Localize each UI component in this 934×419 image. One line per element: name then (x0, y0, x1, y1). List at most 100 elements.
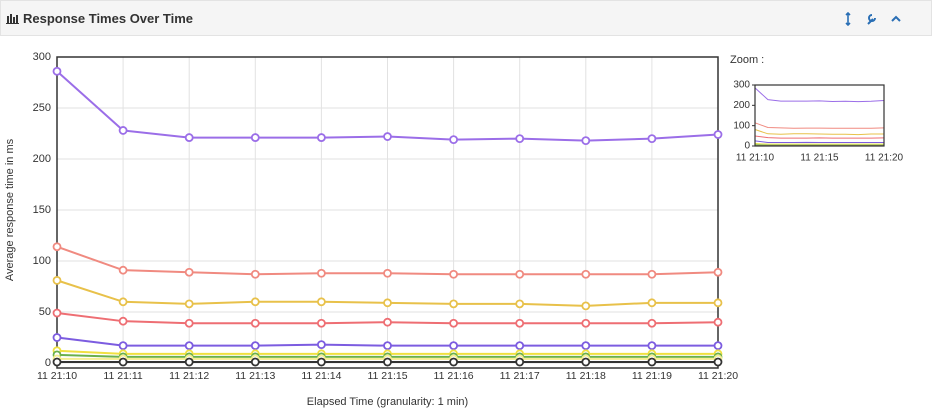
data-point (581, 269, 591, 279)
data-point (250, 269, 260, 279)
data-point (647, 341, 657, 351)
zoom-line (754, 87, 885, 103)
data-point (118, 297, 128, 307)
data-point (449, 341, 459, 351)
data-point (316, 340, 326, 350)
data-point (647, 318, 657, 328)
x-tick-label: 11 21:18 (566, 370, 606, 382)
data-point (647, 298, 657, 308)
data-point (316, 268, 326, 278)
data-point (713, 357, 723, 367)
zoom-title: Zoom : (730, 54, 764, 66)
y-tick-label: 0 (744, 141, 750, 152)
y-tick-label: 150 (33, 204, 51, 216)
y-tick-label: 250 (33, 102, 51, 114)
zoom-line (754, 129, 884, 136)
data-point (647, 357, 657, 367)
data-point (316, 318, 326, 328)
data-point (515, 341, 525, 351)
data-point (515, 318, 525, 328)
zoom-line (754, 135, 885, 139)
data-point (449, 299, 459, 309)
y-tick-label: 300 (733, 80, 750, 91)
x-tick-label: 11 21:11 (103, 370, 142, 382)
data-point (316, 297, 326, 307)
data-point (383, 268, 392, 278)
data-point (581, 301, 591, 311)
x-tick-label: 11 21:20 (698, 370, 738, 382)
plot-frame (56, 56, 719, 369)
y-tick-label: 200 (733, 100, 750, 111)
x-axis-label: Elapsed Time (granularity: 1 min) (307, 396, 468, 408)
data-point (647, 269, 657, 279)
x-tick-label: 11 21:12 (169, 370, 209, 382)
data-point (515, 269, 525, 279)
data-point (52, 242, 62, 252)
data-point (184, 299, 194, 309)
data-point (184, 357, 194, 367)
x-tick-label: 11 21:15 (367, 370, 407, 382)
data-point (250, 357, 260, 367)
data-point (581, 136, 591, 146)
data-point (383, 132, 392, 141)
data-point (52, 357, 62, 367)
x-tick-label: 11 21:17 (500, 370, 540, 382)
data-point (383, 317, 392, 327)
zoom-frame (754, 84, 885, 147)
data-point (184, 318, 194, 328)
x-tick-label: 11 21:20 (865, 153, 904, 164)
data-point (515, 299, 525, 309)
data-point (118, 265, 128, 275)
data-point (52, 308, 62, 318)
data-point (449, 135, 459, 145)
y-axis-label: Average response time in ms (4, 138, 16, 281)
data-point (713, 130, 723, 139)
data-point (515, 357, 525, 367)
data-point (449, 269, 459, 279)
data-point (118, 126, 128, 135)
y-tick-label: 200 (33, 153, 51, 165)
x-tick-label: 11 21:16 (434, 370, 474, 382)
data-point (118, 316, 128, 326)
data-point (52, 66, 62, 76)
data-point (184, 133, 194, 142)
y-tick-label: 100 (733, 120, 750, 131)
chart-icon (6, 14, 19, 24)
x-tick-label: 11 21:19 (632, 370, 672, 382)
data-point (52, 333, 62, 342)
zoom-line (754, 122, 885, 129)
data-point (316, 357, 326, 367)
panel-title: Response Times Over Time (23, 11, 194, 26)
zoom-line (754, 143, 884, 145)
panel-tools[interactable] (843, 12, 903, 26)
data-point (713, 317, 723, 327)
data-point (383, 357, 392, 367)
data-point (52, 275, 62, 285)
panel-header: Response Times Over Time (0, 0, 932, 36)
data-point (713, 298, 723, 308)
data-point (581, 318, 591, 328)
x-tick-label: 11 21:13 (235, 370, 275, 382)
data-point (383, 298, 392, 308)
y-tick-label: 50 (39, 306, 51, 318)
y-tick-label: 100 (33, 255, 51, 267)
data-point (250, 297, 260, 307)
data-point (515, 134, 525, 144)
x-tick-label: 11 21:15 (800, 153, 839, 164)
data-point (250, 133, 260, 142)
zoom-line (754, 140, 884, 144)
x-tick-label: 11 21:14 (301, 370, 341, 382)
x-tick-label: 11 21:10 (37, 370, 77, 382)
data-point (713, 341, 723, 351)
y-tick-label: 0 (45, 357, 51, 369)
data-point (383, 341, 392, 351)
data-point (118, 357, 128, 367)
data-point (250, 318, 260, 328)
data-point (118, 341, 128, 351)
data-point (581, 357, 591, 367)
y-tick-label: 300 (33, 51, 51, 63)
data-point (449, 357, 459, 367)
data-point (449, 318, 459, 328)
data-point (581, 341, 591, 351)
